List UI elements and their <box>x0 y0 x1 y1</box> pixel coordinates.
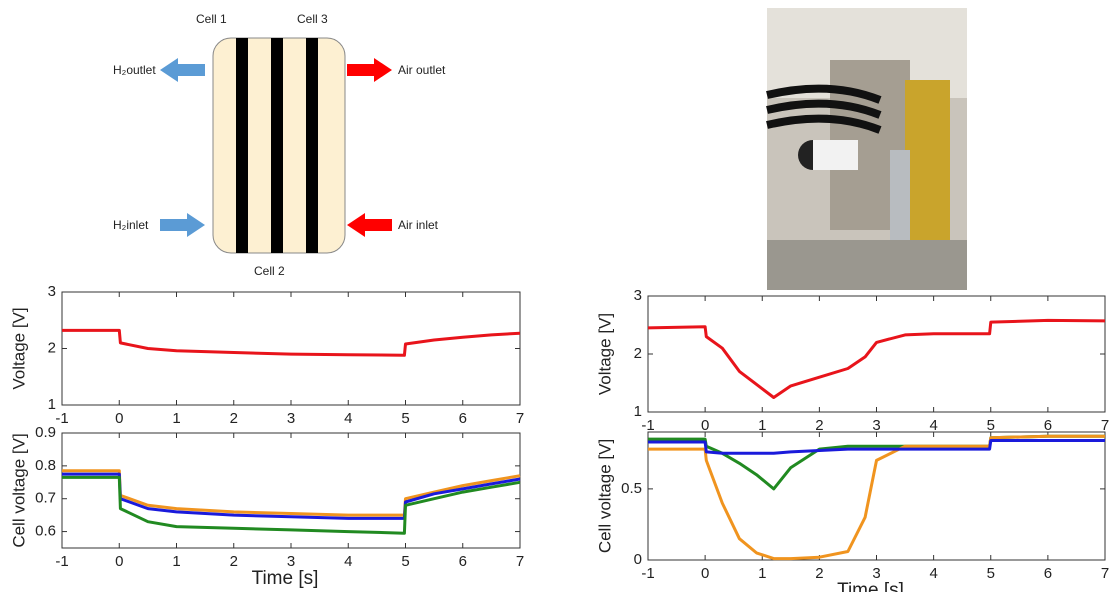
photo-sensor-body <box>813 140 858 170</box>
photo-base <box>767 240 967 290</box>
arrow <box>160 213 205 237</box>
series-line <box>62 469 521 517</box>
series-line <box>62 328 521 357</box>
x-tick-label: 6 <box>459 410 467 427</box>
x-tick-label: 0 <box>115 410 123 427</box>
plot-area <box>647 295 1106 413</box>
port-label: Air outlet <box>398 63 446 77</box>
y-tick-label: 0.6 <box>35 523 56 540</box>
x-tick-label: 2 <box>230 553 238 570</box>
y-tick-label: 0.9 <box>35 424 56 441</box>
y-tick-label: 2 <box>634 345 642 362</box>
x-tick-label: 6 <box>1044 565 1052 582</box>
photo-tubes <box>766 84 882 134</box>
x-tick-label: 1 <box>758 565 766 582</box>
membrane <box>306 38 318 253</box>
series-line <box>62 475 521 535</box>
x-tick-label: 4 <box>929 417 937 434</box>
y-tick-label: 3 <box>634 287 642 304</box>
port-label: H₂outlet <box>113 63 156 77</box>
arrow <box>347 58 392 82</box>
x-tick-label: 3 <box>872 565 880 582</box>
y-axis-label: Cell voltage [V] <box>9 433 28 547</box>
y-tick-label: 1 <box>634 403 642 420</box>
x-tick-label: 4 <box>929 565 937 582</box>
y-tick-label: 3 <box>48 283 56 300</box>
x-tick-label: -1 <box>55 410 68 427</box>
x-tick-label: 5 <box>987 565 995 582</box>
y-tick-label: 1 <box>48 396 56 413</box>
x-tick-label: 4 <box>344 553 352 570</box>
cell-label: Cell 2 <box>254 264 285 278</box>
x-tick-label: 2 <box>815 417 823 434</box>
x-tick-label: 1 <box>172 410 180 427</box>
x-tick-label: 4 <box>344 410 352 427</box>
x-tick-label: 6 <box>459 553 467 570</box>
y-tick-label: 0.7 <box>35 490 56 507</box>
x-tick-label: 0 <box>701 417 709 434</box>
x-tick-label: 1 <box>758 417 766 434</box>
x-tick-label: -1 <box>641 565 654 582</box>
photo-endplate <box>905 80 950 240</box>
x-tick-label: 3 <box>287 553 295 570</box>
y-axis-label: Voltage [V] <box>595 313 614 395</box>
x-tick-label: 7 <box>516 553 524 570</box>
x-tick-label: -1 <box>641 417 654 434</box>
x-tick-label: -1 <box>55 553 68 570</box>
membrane <box>271 38 283 253</box>
photo <box>766 8 967 290</box>
x-tick-label: 0 <box>115 553 123 570</box>
cell-label: Cell 1 <box>196 12 227 26</box>
x-axis-label: Time [s] <box>252 568 319 589</box>
y-tick-label: 0.8 <box>35 457 56 474</box>
y-tick-label: 0 <box>634 551 642 568</box>
port-label: Air inlet <box>398 218 439 232</box>
x-tick-label: 1 <box>172 553 180 570</box>
x-tick-label: 5 <box>401 553 409 570</box>
series-line <box>647 318 1106 399</box>
arrow <box>160 58 205 82</box>
x-axis-label: Time [s] <box>837 580 904 592</box>
x-tick-label: 3 <box>872 417 880 434</box>
y-tick-label: 0.5 <box>621 480 642 497</box>
arrow <box>347 213 392 237</box>
x-tick-label: 3 <box>287 410 295 427</box>
y-tick-label: 2 <box>48 339 56 356</box>
y-axis-label: Cell voltage [V] <box>595 439 614 553</box>
x-tick-label: 2 <box>815 565 823 582</box>
x-tick-label: 6 <box>1044 417 1052 434</box>
x-tick-label: 7 <box>516 410 524 427</box>
plot-area <box>61 291 521 406</box>
membrane <box>236 38 248 253</box>
series-line <box>62 472 521 520</box>
y-axis-label: Voltage [V] <box>9 307 28 389</box>
x-tick-label: 5 <box>401 410 409 427</box>
port-label: H₂inlet <box>113 218 149 232</box>
series-line <box>648 439 1105 455</box>
x-tick-label: 2 <box>230 410 238 427</box>
x-tick-label: 7 <box>1101 565 1109 582</box>
diagram: Cell 1 Cell 3 Cell 2 H₂outlet H₂inlet Ai… <box>113 12 446 278</box>
x-tick-label: 0 <box>701 565 709 582</box>
cell-label: Cell 3 <box>297 12 328 26</box>
x-tick-label: 7 <box>1101 417 1109 434</box>
x-tick-label: 5 <box>987 417 995 434</box>
